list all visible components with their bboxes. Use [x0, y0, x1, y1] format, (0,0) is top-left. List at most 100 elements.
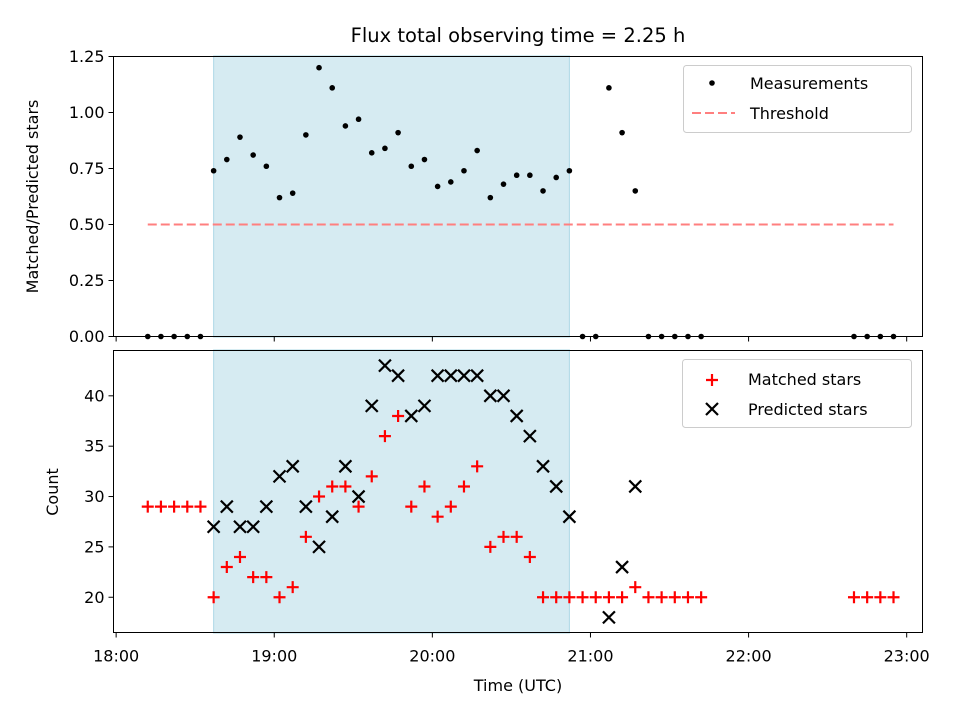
matched-star-point [589, 591, 602, 604]
y-tick-label: 0.50 [69, 215, 105, 234]
matched-star-point [141, 500, 154, 513]
measurement-point [553, 174, 560, 181]
matched-star-point [484, 540, 497, 553]
measurement-point [408, 163, 415, 170]
top-panel: 0.00 0.25 0.50 0.75 1.00 1.25 Matched/Predict… [23, 47, 923, 346]
predicted-star-point [299, 499, 313, 514]
matched-star-point [168, 500, 181, 513]
matched-star-point [260, 571, 273, 584]
legend-label-matched: Matched stars [748, 370, 861, 389]
matched-star-point [629, 581, 642, 594]
predicted-star-point [483, 389, 498, 403]
predicted-star-point [391, 368, 405, 383]
predicted-star-point [364, 399, 379, 413]
top-legend-box [683, 65, 912, 133]
y-tick-label: 1.00 [69, 103, 105, 122]
bottom-y-axis: 20 25 30 35 40 [84, 386, 114, 607]
y-tick-label: 35 [84, 437, 104, 456]
matched-star-point [537, 591, 550, 604]
matched-star-point [471, 460, 484, 473]
top-x-axis [115, 336, 908, 342]
measurement-point [316, 64, 322, 71]
legend-label-threshold: Threshold [749, 104, 829, 123]
bottom-plot-marks [141, 358, 900, 625]
predicted-star-point [509, 409, 524, 423]
chart-title: Flux total observing time = 2.25 h [351, 24, 686, 47]
matched-star-point [405, 500, 418, 513]
measurement-point [421, 156, 428, 163]
measurement-point [342, 123, 349, 129]
measurement-point [289, 190, 296, 196]
matched-star-point [365, 470, 378, 483]
matched-star-point [576, 591, 589, 604]
bottom-x-axis: 18:00 19:00 20:00 21:00 22:00 23:00 [93, 632, 930, 666]
top-shaded-interval [213, 55, 570, 338]
y-tick-label: 0.75 [69, 159, 105, 178]
legend-marker-measurements [709, 80, 715, 86]
matched-star-point [874, 591, 887, 604]
measurement-point [487, 194, 494, 201]
measurement-point [276, 194, 283, 201]
matched-star-point [510, 530, 523, 543]
measurement-point [540, 188, 546, 194]
predicted-star-point [206, 519, 221, 534]
measurement-point [210, 167, 217, 174]
bottom-panel: 20 25 30 35 40 18:00 19:00 20:00 21:00 22:00 23:0… [43, 349, 930, 695]
legend-marker-predicted [705, 402, 719, 416]
measurement-point [368, 150, 375, 156]
legend-label-measurements: Measurements [750, 74, 868, 93]
predicted-star-point [562, 509, 577, 524]
matched-star-point [352, 500, 365, 513]
predicted-star-point [417, 399, 432, 413]
measurement-point [434, 183, 441, 190]
bottom-plot-frame [113, 350, 923, 633]
measurement-point [461, 167, 467, 174]
matched-star-point [655, 591, 668, 604]
x-tick-label: 20:00 [409, 647, 455, 666]
measurement-point [237, 134, 243, 140]
measurement-point [566, 167, 573, 174]
matched-star-point [273, 591, 286, 604]
measurement-point [513, 172, 520, 179]
predicted-star-point [378, 358, 392, 373]
predicted-star-point [404, 409, 419, 423]
matched-star-point [286, 581, 299, 594]
predicted-star-point [602, 610, 616, 625]
y-tick-label: 20 [84, 588, 104, 607]
matched-star-point [392, 409, 405, 422]
predicted-star-point [325, 509, 339, 524]
predicted-star-point [444, 368, 458, 383]
measurement-point [632, 188, 639, 194]
predicted-star-point [496, 389, 511, 403]
y-tick-label: 40 [84, 386, 104, 405]
matched-star-point [861, 591, 874, 604]
x-tick-label: 19:00 [251, 647, 297, 666]
y-tick-label: 0.00 [69, 327, 105, 346]
top-legend: Measurements Threshold [683, 65, 912, 133]
predicted-star-point [615, 560, 629, 574]
predicted-star-point [523, 429, 537, 443]
top-y-axis: 0.00 0.25 0.50 0.75 1.00 1.25 [69, 47, 114, 346]
predicted-star-point [457, 368, 471, 383]
matched-star-point [233, 550, 246, 563]
matched-star-point [247, 571, 260, 584]
predicted-star-point [430, 368, 445, 383]
measurement-point [606, 85, 612, 91]
matched-star-point [602, 591, 615, 604]
predicted-star-point [470, 368, 484, 383]
top-plot-frame [113, 56, 923, 337]
matched-star-point [194, 500, 207, 513]
matched-star-point [681, 591, 694, 604]
matched-star-point [444, 500, 457, 513]
matched-star-point [181, 500, 194, 513]
predicted-star-point [285, 459, 300, 474]
matched-star-point [550, 591, 563, 604]
predicted-star-point [338, 459, 353, 474]
y-tick-label: 30 [84, 487, 104, 506]
measurement-point [355, 116, 362, 123]
bottom-shaded-interval [213, 349, 570, 634]
matched-star-point [378, 430, 391, 443]
matched-star-point [220, 561, 233, 574]
predicted-star-point [312, 540, 326, 554]
